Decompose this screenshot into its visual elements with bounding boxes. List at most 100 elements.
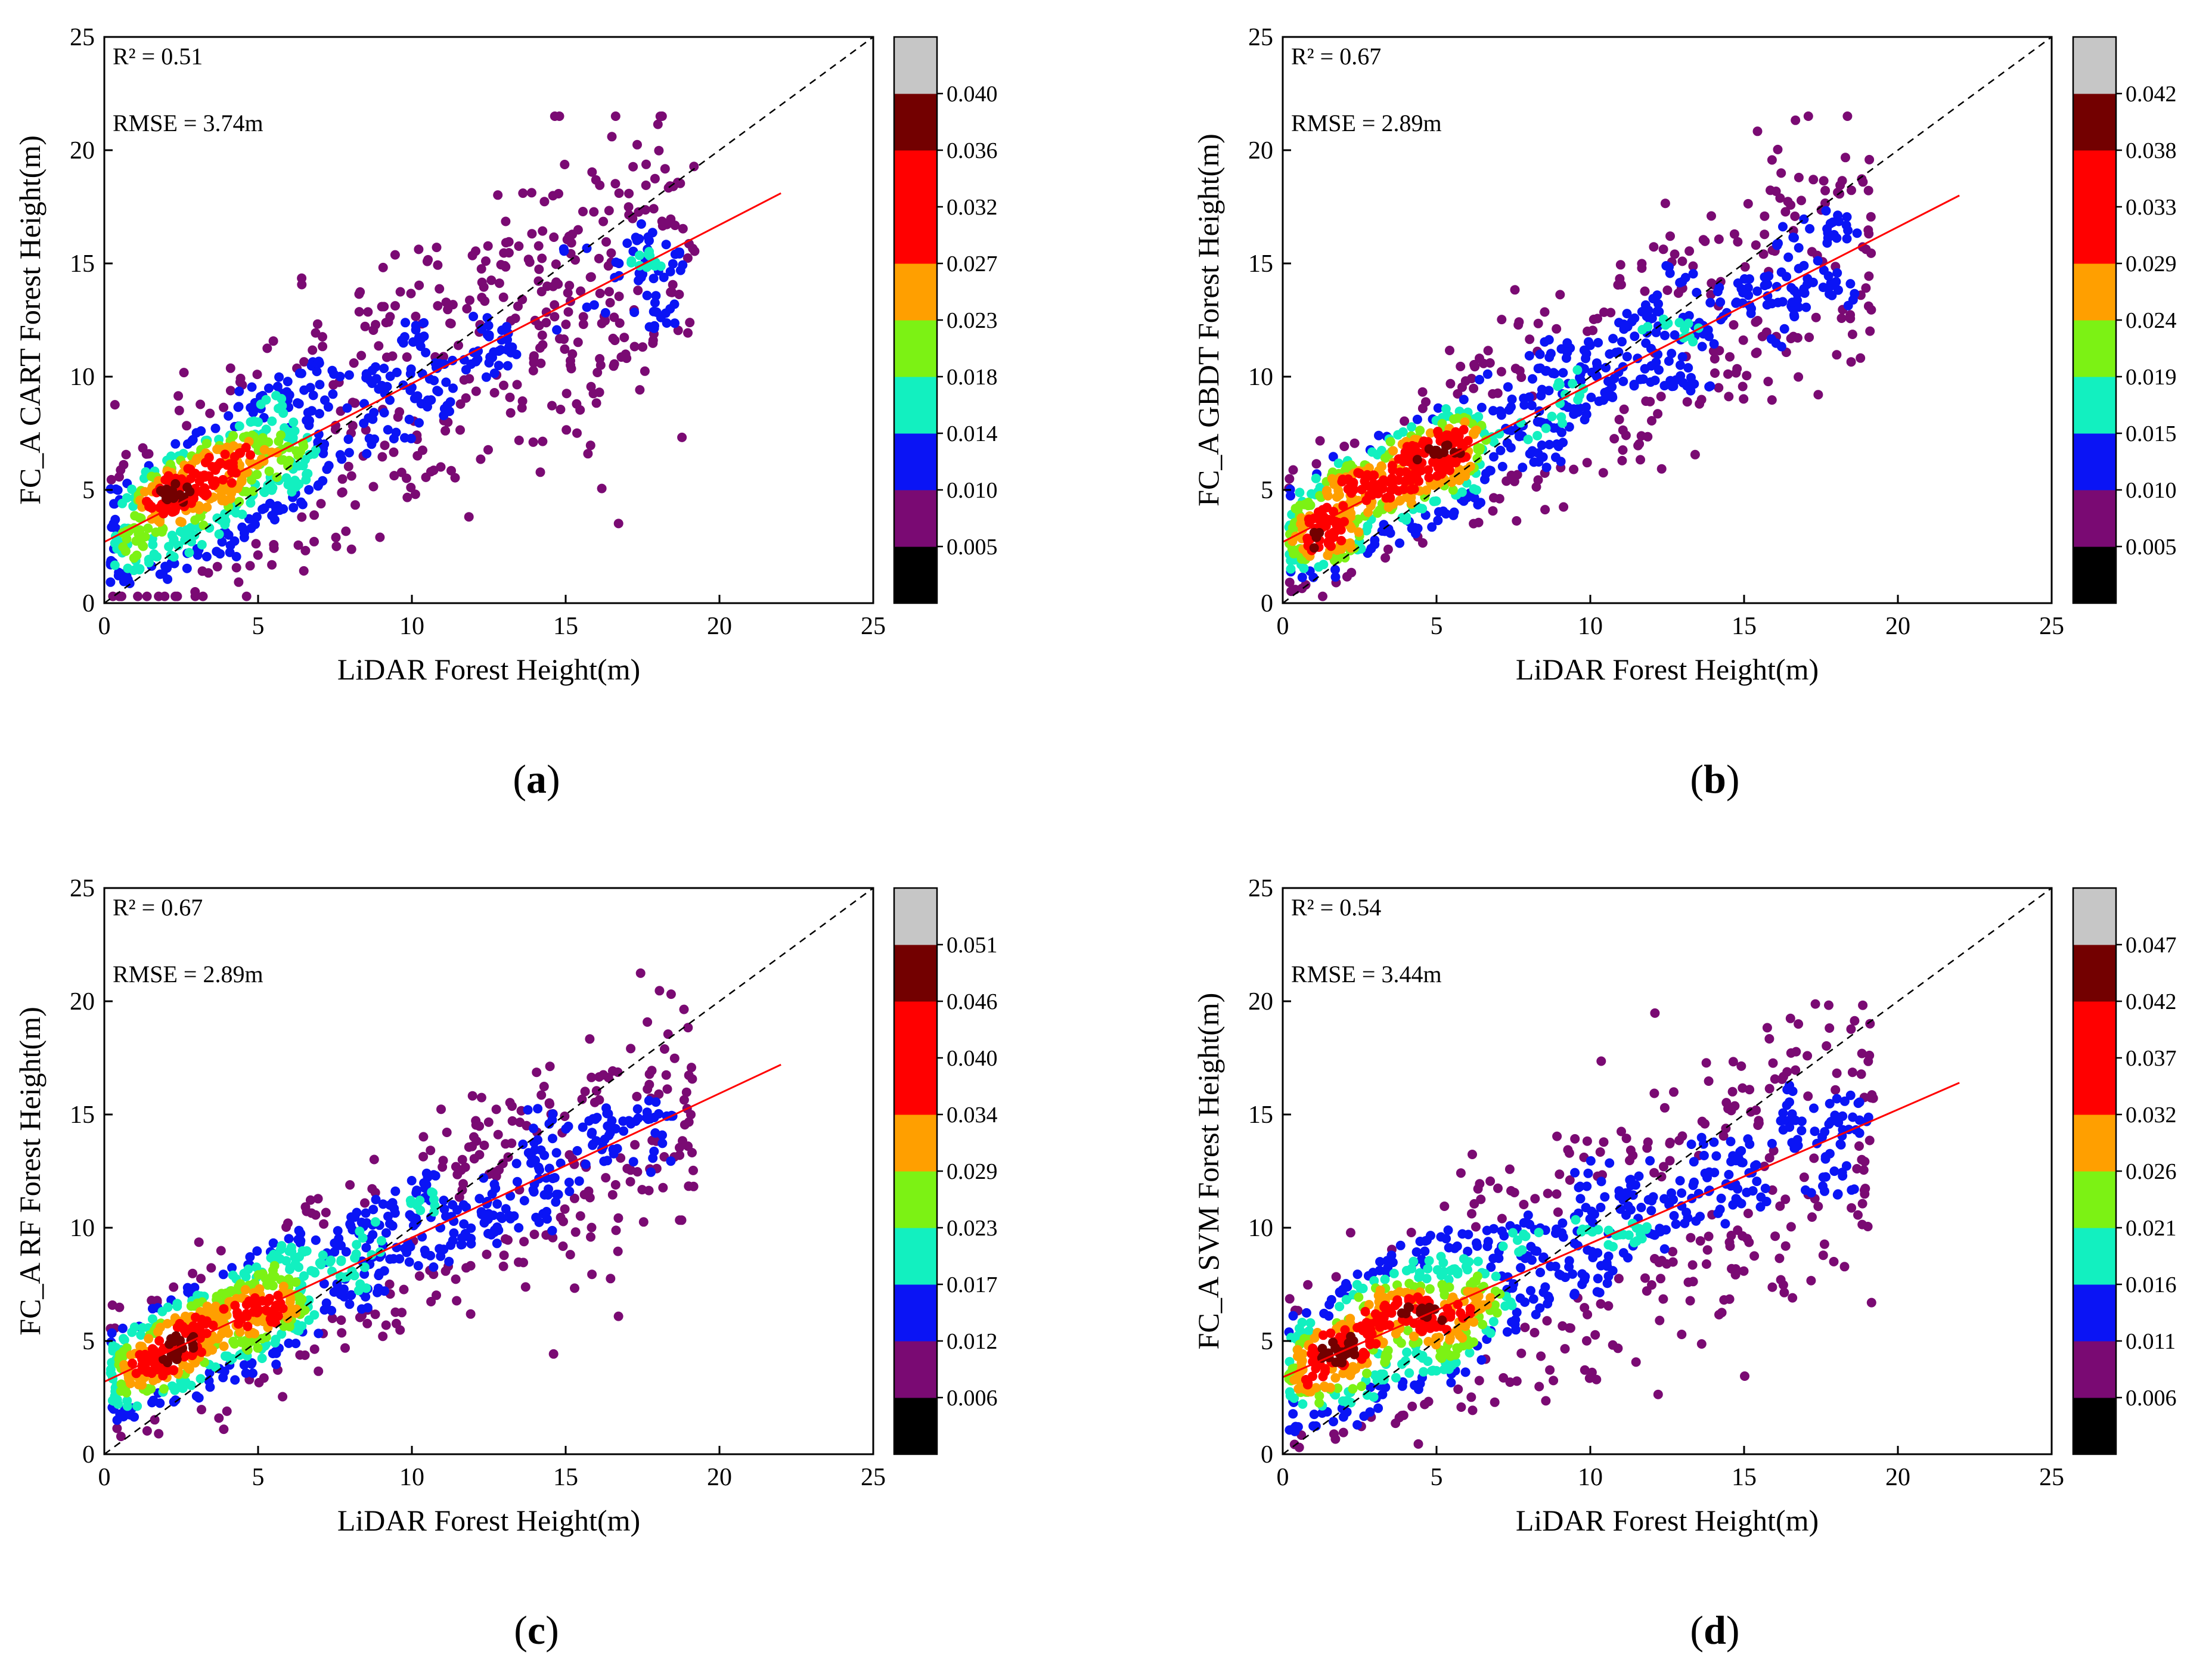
data-point [1847, 1203, 1857, 1213]
data-point [1797, 1116, 1807, 1126]
data-point [1739, 394, 1749, 404]
data-point [1559, 502, 1569, 512]
data-point [462, 304, 472, 313]
data-point [1829, 229, 1839, 240]
data-point [361, 1243, 371, 1253]
data-point [406, 288, 416, 299]
y-tick-label: 0 [1261, 590, 1273, 617]
data-point [1322, 502, 1332, 513]
data-point [360, 1198, 370, 1208]
data-point [262, 1306, 272, 1316]
data-point [1820, 185, 1831, 195]
data-point [295, 1350, 305, 1360]
data-point [675, 1143, 684, 1153]
data-point [1519, 400, 1530, 410]
data-point [1380, 453, 1390, 463]
data-point [1510, 285, 1520, 295]
data-point [1472, 454, 1482, 464]
data-point [457, 1240, 467, 1250]
data-point [216, 1246, 226, 1256]
data-point [687, 1148, 697, 1157]
data-point [1847, 1185, 1857, 1195]
data-point [1818, 1250, 1828, 1261]
data-point [613, 519, 623, 529]
data-point [1646, 344, 1656, 353]
data-point [1684, 246, 1695, 256]
data-point [1603, 376, 1613, 386]
data-point [1572, 365, 1583, 375]
data-point [247, 382, 257, 392]
data-point [649, 204, 659, 214]
data-point [117, 591, 126, 601]
data-point [595, 288, 605, 299]
data-point [535, 467, 545, 477]
data-point [1760, 281, 1770, 290]
colorbar: 0.0050.0100.0140.0180.0230.0270.0320.036… [893, 36, 998, 604]
data-point [1600, 1192, 1610, 1202]
data-point [1519, 1218, 1529, 1228]
data-point [294, 399, 304, 409]
data-point [517, 396, 528, 406]
data-point [1543, 1188, 1553, 1199]
data-point [1818, 1181, 1828, 1191]
colorbar-tick-label: 0.012 [947, 1329, 998, 1354]
data-point [1794, 263, 1804, 274]
data-point [1764, 1034, 1774, 1044]
data-point [345, 1180, 355, 1190]
data-point [1617, 337, 1627, 347]
data-point [168, 1336, 178, 1346]
data-point [1329, 1429, 1339, 1439]
data-point [1417, 403, 1428, 414]
data-point [1513, 320, 1524, 330]
data-point [654, 1089, 664, 1099]
data-point [666, 989, 676, 999]
data-point [1810, 1126, 1820, 1137]
data-point [1600, 387, 1610, 398]
data-point [1665, 1156, 1675, 1166]
data-point [618, 1116, 628, 1126]
data-point [1400, 416, 1410, 426]
data-point [1738, 335, 1748, 345]
data-point [1482, 369, 1493, 379]
data-point [370, 1188, 380, 1197]
data-point [1422, 485, 1432, 495]
colorbar-tick-label: 0.019 [2126, 365, 2177, 390]
x-axis-title: LiDAR Forest Height(m) [337, 1504, 640, 1537]
data-point [1689, 1157, 1699, 1167]
data-point [164, 542, 174, 552]
data-point [466, 1261, 476, 1271]
data-point [129, 566, 139, 575]
data-point [359, 418, 369, 429]
data-point [1716, 1193, 1726, 1203]
data-point [684, 1070, 694, 1081]
data-point [1865, 326, 1875, 336]
data-point [1822, 224, 1832, 234]
data-point [1583, 326, 1593, 336]
data-point [1760, 229, 1770, 240]
data-point [1328, 452, 1338, 462]
data-point [1636, 431, 1646, 441]
data-point [1590, 1330, 1600, 1340]
data-point [1442, 440, 1453, 451]
data-point [155, 502, 165, 513]
data-point [1544, 386, 1554, 396]
data-point [411, 1213, 421, 1224]
data-point [402, 473, 411, 483]
data-point [569, 1193, 579, 1203]
data-point [1864, 1135, 1875, 1145]
data-point [511, 1159, 522, 1169]
data-point [1752, 286, 1763, 296]
data-point [1603, 1240, 1614, 1250]
data-point [318, 448, 328, 458]
data-point [484, 331, 494, 342]
data-point [1473, 517, 1484, 527]
data-point [274, 372, 284, 382]
data-point [1531, 1309, 1541, 1320]
data-point [1385, 493, 1395, 503]
data-point [1512, 1235, 1522, 1245]
data-point [1836, 1140, 1846, 1150]
data-point [1404, 1368, 1414, 1378]
x-tick-label: 0 [98, 1464, 111, 1491]
data-point [1605, 349, 1615, 359]
y-tick-label: 15 [1248, 250, 1273, 278]
